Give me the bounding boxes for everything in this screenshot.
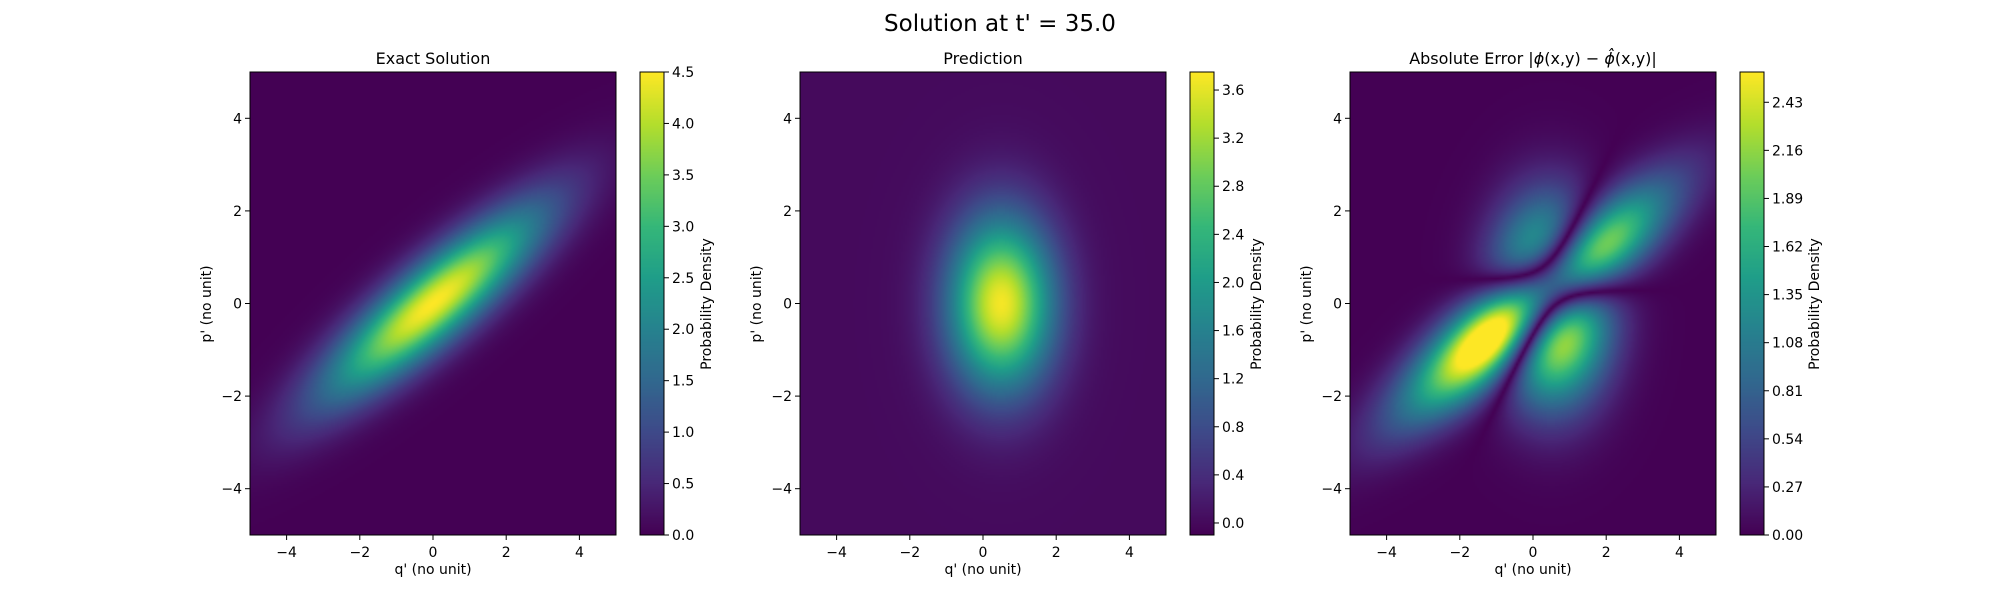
x-tick-label: 4 <box>1675 545 1684 561</box>
y-axis-ticks: −4 −2 0 2 4 <box>1321 111 1350 498</box>
y-tick-label: 0 <box>1333 297 1342 313</box>
y-tick-label: −4 <box>221 482 242 498</box>
colorbar-tick-label: 0.0 <box>1222 516 1244 532</box>
colorbar-tick-label: 1.35 <box>1772 288 1803 304</box>
x-tick-label: −2 <box>899 545 920 561</box>
panel-absolute-error: Absolute Error |ϕ(x,y) − ϕ̂(x,y)| −4 −2 0 2… <box>1299 48 1823 578</box>
colorbar-tick-label: 0.8 <box>1222 420 1244 436</box>
y-tick-label: 0 <box>783 297 792 313</box>
colorbar-tick-label: 1.2 <box>1222 372 1244 388</box>
colorbar-gradient <box>1740 72 1764 535</box>
x-tick-label: −2 <box>349 545 370 561</box>
colorbar-gradient <box>640 72 664 535</box>
colorbar-tick-label: 1.08 <box>1772 336 1803 352</box>
colorbar-ticks: 0.00 0.27 0.54 0.81 1.08 1.35 1.62 1.89 2.16 2.43 <box>1764 95 1803 544</box>
colorbar-tick-label: 2.16 <box>1772 143 1803 159</box>
colorbar-label: Probability Density <box>699 238 715 370</box>
y-axis-label: p' (no unit) <box>199 265 215 342</box>
colorbar-tick-label: 4.0 <box>672 116 694 132</box>
colorbar-tick-label: 1.89 <box>1772 191 1803 207</box>
x-axis-label: q' (no unit) <box>944 562 1021 578</box>
colorbar-label: Probability Density <box>1249 238 1265 370</box>
y-tick-label: 4 <box>783 111 792 127</box>
x-tick-label: 4 <box>575 545 584 561</box>
y-tick-label: 0 <box>233 297 242 313</box>
panel-title: Exact Solution <box>376 49 491 68</box>
colorbar-tick-label: 0.5 <box>672 477 694 493</box>
x-tick-label: 2 <box>1052 545 1061 561</box>
colorbar-tick-label: 0.81 <box>1772 384 1803 400</box>
y-tick-label: −4 <box>771 482 792 498</box>
panel-exact-solution: Exact Solution −4 −2 0 2 4 −4 −2 0 2 4 q' (no un… <box>199 49 715 578</box>
x-tick-label: 2 <box>502 545 511 561</box>
colorbar-tick-label: 4.5 <box>672 65 694 81</box>
panel-title: Prediction <box>943 49 1022 68</box>
y-axis-ticks: −4 −2 0 2 4 <box>771 111 800 498</box>
colorbar-tick-label: 2.8 <box>1222 179 1244 195</box>
colorbar-tick-label: 0.00 <box>1772 528 1803 544</box>
colorbar-tick-label: 0.4 <box>1222 468 1244 484</box>
y-tick-label: −2 <box>1321 389 1342 405</box>
colorbar-ticks: 0.0 0.5 1.0 1.5 2.0 2.5 3.0 3.5 4.0 4.5 <box>664 65 694 544</box>
y-tick-label: −2 <box>221 389 242 405</box>
colorbar-tick-label: 2.43 <box>1772 95 1803 111</box>
colorbar-ticks: 0.0 0.4 0.8 1.2 1.6 2.0 2.4 2.8 3.2 3.6 <box>1214 83 1244 532</box>
colorbar-label: Probability Density <box>1807 238 1823 370</box>
colorbar-tick-label: 1.62 <box>1772 240 1803 256</box>
y-tick-label: −2 <box>771 389 792 405</box>
y-tick-label: 2 <box>233 204 242 220</box>
colorbar-frame <box>1739 71 1765 536</box>
colorbar-frame <box>1189 71 1215 536</box>
x-tick-label: 4 <box>1125 545 1134 561</box>
x-axis-ticks: −4 −2 0 2 4 <box>276 535 584 561</box>
colorbar-tick-label: 3.6 <box>1222 83 1244 99</box>
x-tick-label: −4 <box>826 545 847 561</box>
x-axis-ticks: −4 −2 0 2 4 <box>826 535 1134 561</box>
x-tick-label: −2 <box>1449 545 1470 561</box>
colorbar-tick-label: 3.2 <box>1222 131 1244 147</box>
colorbar-tick-label: 0.0 <box>672 528 694 544</box>
heatmap-image <box>800 72 1166 535</box>
x-tick-label: 0 <box>1529 545 1538 561</box>
colorbar-tick-label: 0.27 <box>1772 480 1803 496</box>
colorbar-tick-label: 2.0 <box>1222 275 1244 291</box>
panel-title: Absolute Error |ϕ(x,y) − ϕ̂(x,y)| <box>1409 48 1657 68</box>
colorbar-tick-label: 1.6 <box>1222 324 1244 340</box>
y-axis-ticks: −4 −2 0 2 4 <box>221 111 250 498</box>
colorbar-gradient <box>1190 72 1214 535</box>
x-axis-ticks: −4 −2 0 2 4 <box>1376 535 1684 561</box>
colorbar-tick-label: 2.4 <box>1222 227 1244 243</box>
y-tick-label: 4 <box>1333 111 1342 127</box>
colorbar-tick-label: 2.0 <box>672 322 694 338</box>
colorbar-tick-label: 1.0 <box>672 425 694 441</box>
x-axis-label: q' (no unit) <box>1494 562 1571 578</box>
heatmap-image <box>1350 72 1716 535</box>
x-tick-label: 0 <box>429 545 438 561</box>
x-tick-label: 2 <box>1602 545 1611 561</box>
x-tick-label: 0 <box>979 545 988 561</box>
colorbar-tick-label: 3.5 <box>672 168 694 184</box>
y-axis-label: p' (no unit) <box>1299 265 1315 342</box>
colorbar-tick-label: 1.5 <box>672 374 694 390</box>
y-tick-label: −4 <box>1321 482 1342 498</box>
x-tick-label: −4 <box>1376 545 1397 561</box>
y-axis-label: p' (no unit) <box>749 265 765 342</box>
colorbar-frame <box>639 71 665 536</box>
colorbar-tick-label: 2.5 <box>672 271 694 287</box>
figure-title: Solution at t' = 35.0 <box>884 11 1116 37</box>
x-tick-label: −4 <box>276 545 297 561</box>
colorbar-tick-label: 0.54 <box>1772 432 1803 448</box>
y-tick-label: 4 <box>233 111 242 127</box>
heatmap-image <box>250 72 616 535</box>
x-axis-label: q' (no unit) <box>394 562 471 578</box>
y-tick-label: 2 <box>1333 204 1342 220</box>
y-tick-label: 2 <box>783 204 792 220</box>
colorbar-tick-label: 3.0 <box>672 219 694 235</box>
